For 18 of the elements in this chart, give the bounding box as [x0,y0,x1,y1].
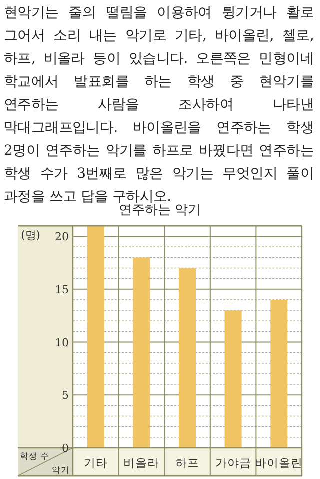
y-tick-label: 5 [62,389,69,402]
bar [87,226,104,448]
chart-title: 연주하는 악기 [118,203,202,218]
y-tick-label: 10 [55,336,69,350]
x-tick-label: 기타 [84,456,108,470]
x-axis-title: 악기 [52,466,70,476]
bar [179,268,196,448]
text: (명) [21,229,41,242]
bar [270,300,288,448]
x-tick-label: 가야금 [215,456,252,470]
y-tick-label: 15 [55,283,69,296]
x-tick-label: 하프 [176,456,200,470]
text: 현악기는 줄의 떨림을 이용하여 튕기거나 활로 그어서 소리 내는 악기로 기타, 바이올린, 첼로, 하프, 비올라 등이 있습니다. 오른쪽은 민형이네 학교에서 발표회를 하는 학생 중 현악기를 연주하는 사람을 조사하여 나타낸 막대그래프입니다. 바이올린을 연주하는 학생 2명이 연주하는 악기를 하프로 바꿨다면 연주하는 학생 수가 3번째로 많은 악기는 무엇인지 풀이 과정을 쓰고 답을 구하시오. [4,5,314,205]
x-tick-label: 비올라 [124,456,160,470]
bar [133,258,150,448]
bar [224,310,242,448]
y-tick-label: 20 [55,230,69,244]
y-axis-title: 학생 수 [20,452,50,462]
